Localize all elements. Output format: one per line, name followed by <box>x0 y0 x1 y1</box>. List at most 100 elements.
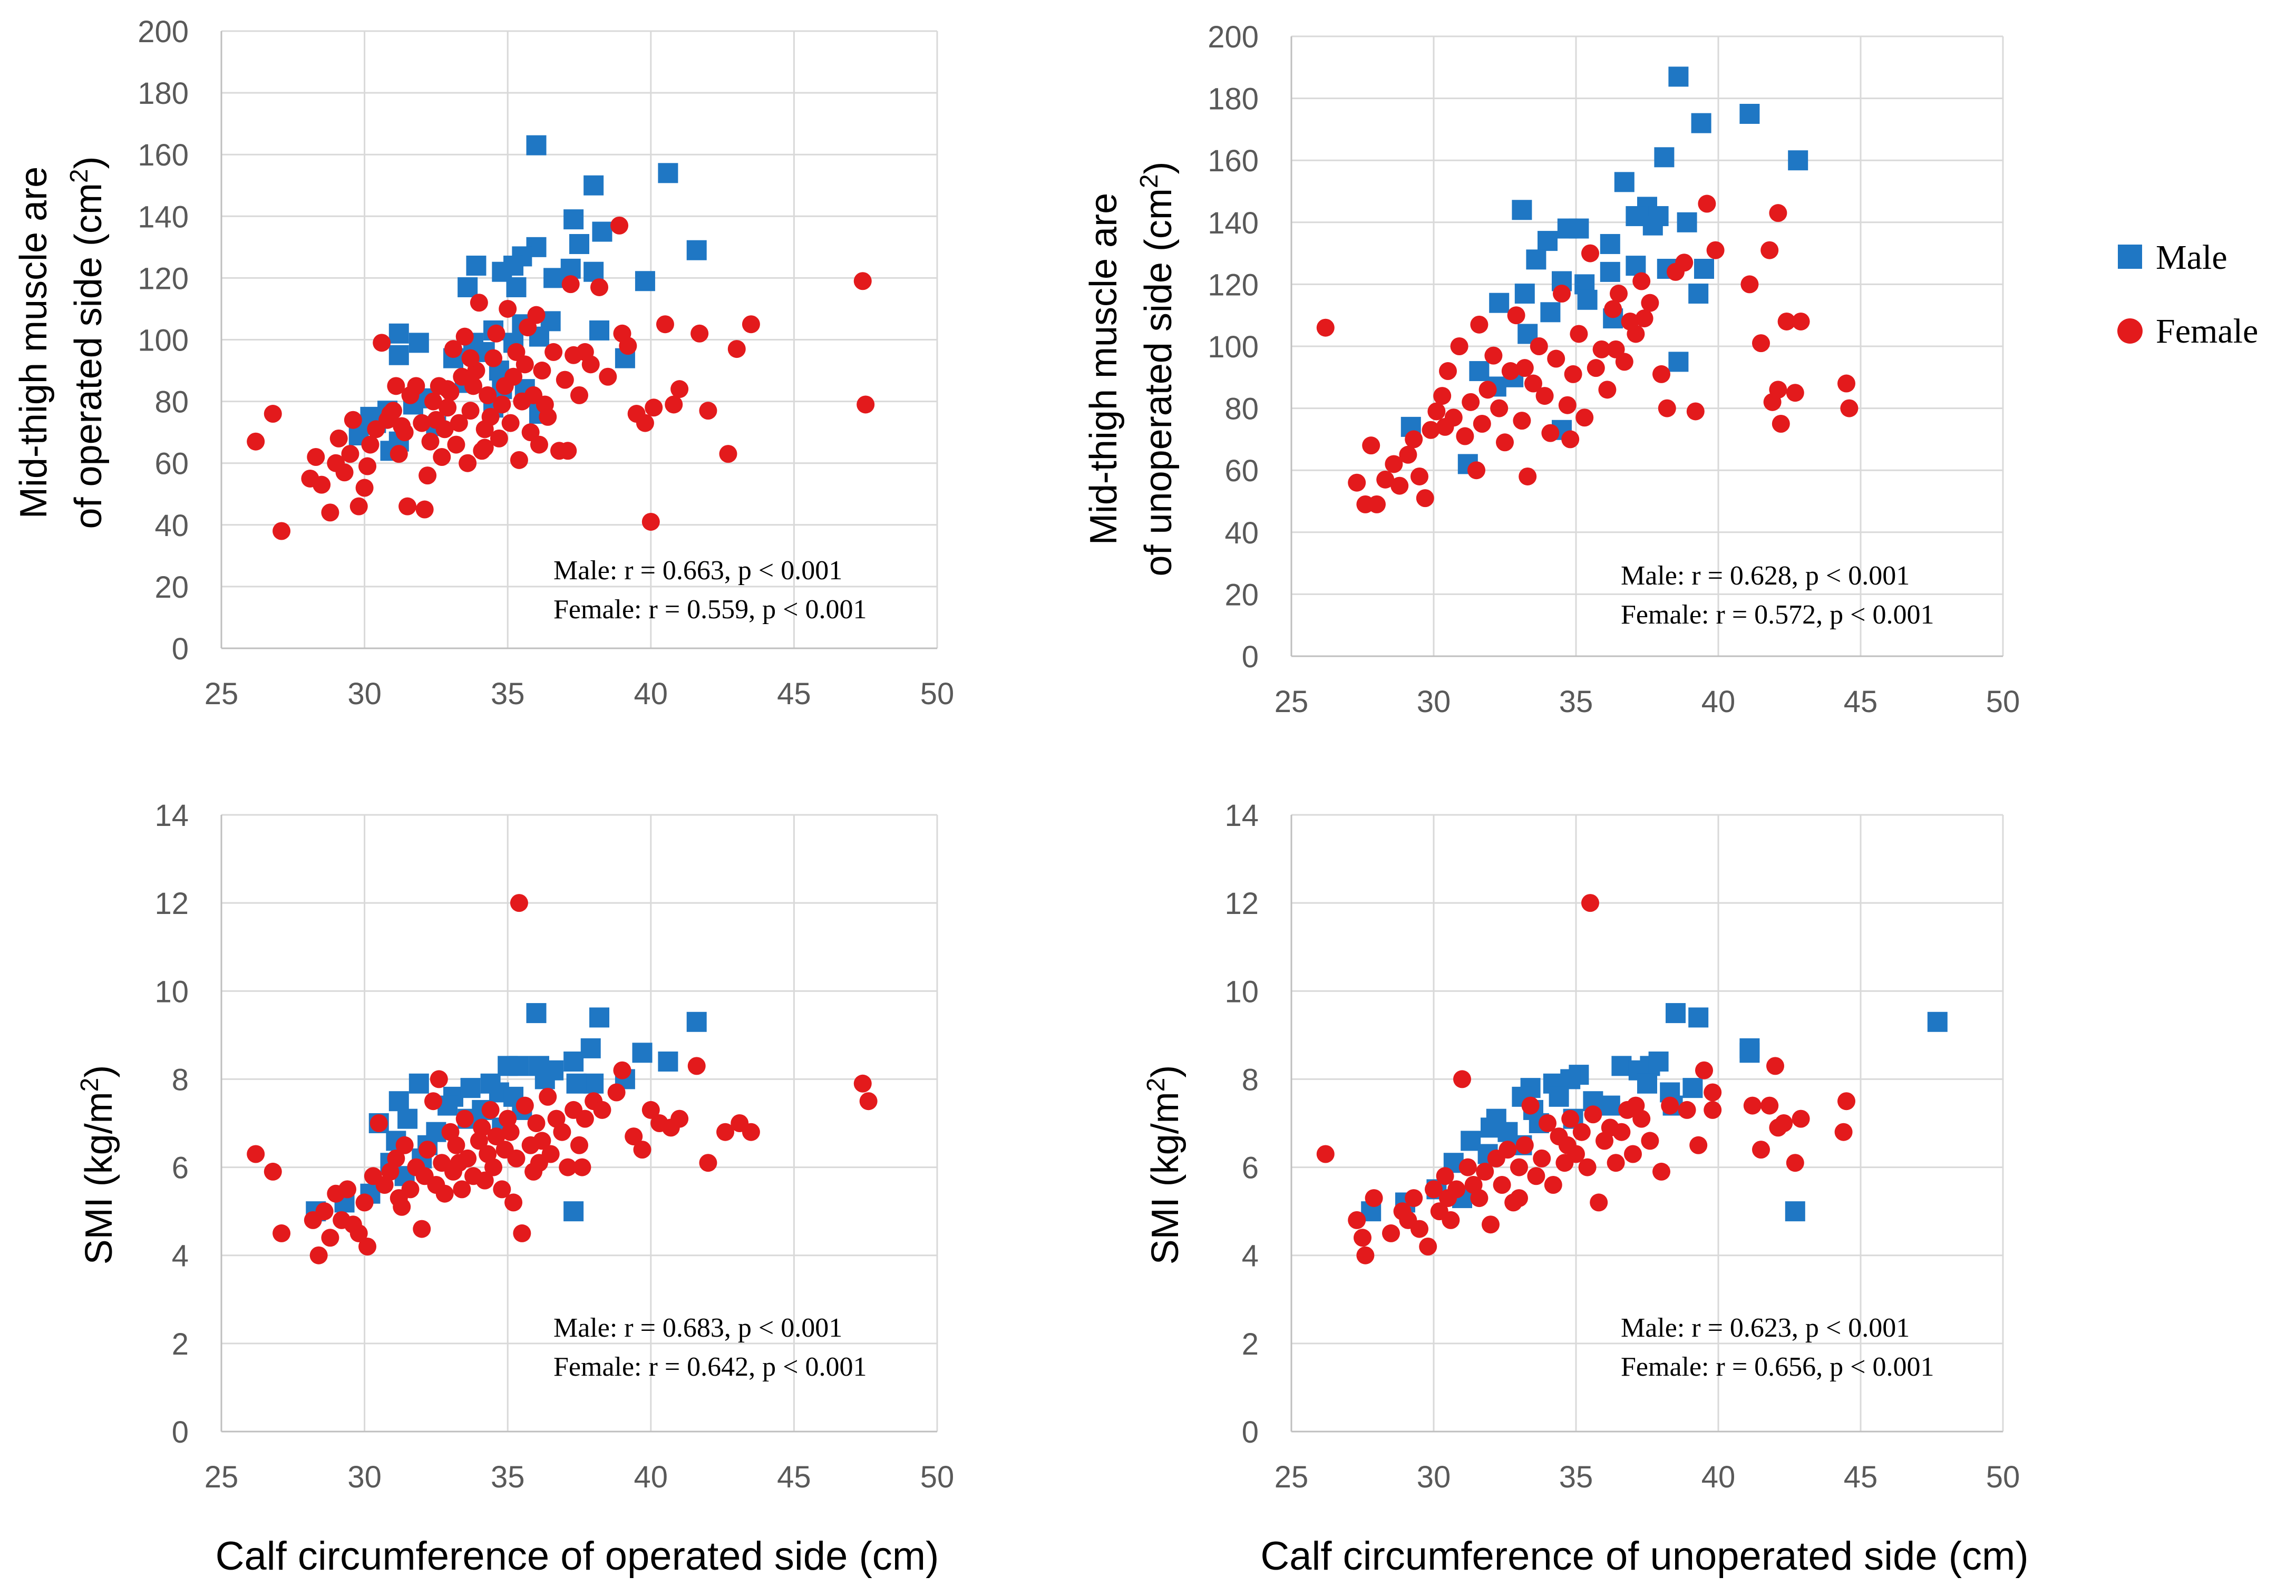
male-point <box>589 320 610 340</box>
female-point <box>1604 300 1622 318</box>
y-tick-label: 40 <box>1224 516 1259 550</box>
female-point <box>1641 294 1659 312</box>
y-axis-label-close: ) <box>1144 1065 1186 1078</box>
female-point <box>665 395 683 414</box>
male-point <box>1540 302 1561 323</box>
female-point <box>1410 1220 1428 1238</box>
female-point <box>1686 402 1705 421</box>
female-point <box>1456 427 1474 445</box>
grid-bottom-right <box>1291 814 2004 1432</box>
male-point <box>1642 215 1663 236</box>
legend-female-label: Female <box>2156 312 2258 351</box>
female-point <box>1539 1114 1556 1132</box>
x-tick-label: 25 <box>1275 1460 1309 1494</box>
female-point <box>499 299 517 318</box>
y-axis-label-superscript: 2 <box>76 1078 104 1092</box>
female-point <box>1519 467 1537 485</box>
female-point <box>407 377 425 395</box>
female-point <box>484 349 503 367</box>
female-point <box>247 432 265 451</box>
female-point <box>1521 1096 1540 1115</box>
female-point <box>1385 455 1403 473</box>
female-point <box>515 1096 534 1115</box>
female-point <box>1652 365 1670 383</box>
female-point <box>435 1184 454 1203</box>
x-tick-label: 45 <box>1844 685 1878 719</box>
female-point <box>1689 1136 1708 1154</box>
female-point <box>619 337 637 355</box>
female-point <box>430 1070 448 1088</box>
female-point <box>1834 1123 1853 1141</box>
x-tick-label: 35 <box>1559 1460 1593 1494</box>
female-point <box>349 1224 368 1242</box>
y-tick-label: 200 <box>1208 20 1259 54</box>
x-tick-label: 25 <box>205 1460 239 1494</box>
male-point <box>1560 1069 1581 1089</box>
female-point <box>1760 241 1779 259</box>
female-point <box>1478 381 1497 399</box>
female-point <box>415 500 434 519</box>
y-axis-label-close: ) <box>1137 161 1180 174</box>
annotation-male-stats: Male: r = 0.628, p < 0.001 <box>1621 561 1910 591</box>
female-point <box>1578 1158 1597 1176</box>
female-point <box>1442 1211 1460 1229</box>
female-point <box>461 402 480 420</box>
male-point <box>534 1069 555 1089</box>
female-point <box>329 429 348 447</box>
x-axis-top-left: 25 30 35 40 45 50 <box>205 647 954 711</box>
female-point <box>1450 337 1468 355</box>
female-point <box>1704 1101 1722 1119</box>
y-axis-label-superscript: 2 <box>1142 1078 1170 1092</box>
x-tick-label: 35 <box>491 677 525 711</box>
male-point <box>388 345 409 365</box>
female-point <box>338 1180 357 1199</box>
male-point <box>1637 1073 1657 1094</box>
female-point <box>344 411 362 429</box>
female-point <box>533 362 551 380</box>
female-point <box>439 380 457 398</box>
female-point <box>559 1158 577 1176</box>
y-axis-label-line1: Mid-thigh muscle are <box>13 167 55 519</box>
y-axis-label-line2: of operated side (cm2) <box>65 156 110 529</box>
male-point <box>388 323 409 344</box>
y-axis-label-close: ) <box>67 156 110 169</box>
y-tick-label: 6 <box>172 1151 189 1185</box>
female-point <box>315 1202 334 1221</box>
female-point <box>613 1061 631 1079</box>
female-point <box>1775 1114 1793 1132</box>
female-point <box>581 355 600 374</box>
male-point <box>592 221 612 242</box>
female-point <box>699 1154 717 1172</box>
female-point <box>439 398 457 417</box>
male-point <box>1526 249 1546 270</box>
y-tick-label: 0 <box>1242 1415 1259 1449</box>
female-point <box>853 272 872 290</box>
female-point <box>459 454 477 472</box>
y-tick-label: 20 <box>1224 578 1259 612</box>
male-point <box>1600 233 1620 254</box>
female-point <box>358 1238 377 1256</box>
female-point <box>559 442 577 460</box>
male-point <box>1481 1117 1501 1138</box>
y-tick-label: 20 <box>154 570 189 605</box>
male-point <box>1688 284 1709 304</box>
female-point <box>1570 325 1588 343</box>
y-axis-top-right: 0 20 40 60 80 100 120 140 160 180 200 <box>1208 20 1292 674</box>
points-top-left <box>247 135 875 540</box>
female-point <box>699 402 717 420</box>
x-tick-label: 50 <box>1986 1460 2020 1494</box>
female-point <box>1422 421 1440 439</box>
female-point <box>1501 362 1520 381</box>
female-point <box>1564 365 1582 383</box>
male-point <box>408 1073 429 1094</box>
y-axis-label-text: of unoperated side (cm <box>1137 188 1180 576</box>
female-point <box>461 349 480 367</box>
female-point <box>1553 285 1571 303</box>
chart-top-right: 25 30 35 40 45 50 0 20 40 60 80 100 120 140 160 180 200… <box>1083 20 2020 719</box>
annotation-male-stats: Male: r = 0.663, p < 0.001 <box>553 556 842 586</box>
points-bottom-right <box>1316 894 1948 1264</box>
female-point <box>1792 1110 1810 1128</box>
male-point <box>583 1073 604 1094</box>
